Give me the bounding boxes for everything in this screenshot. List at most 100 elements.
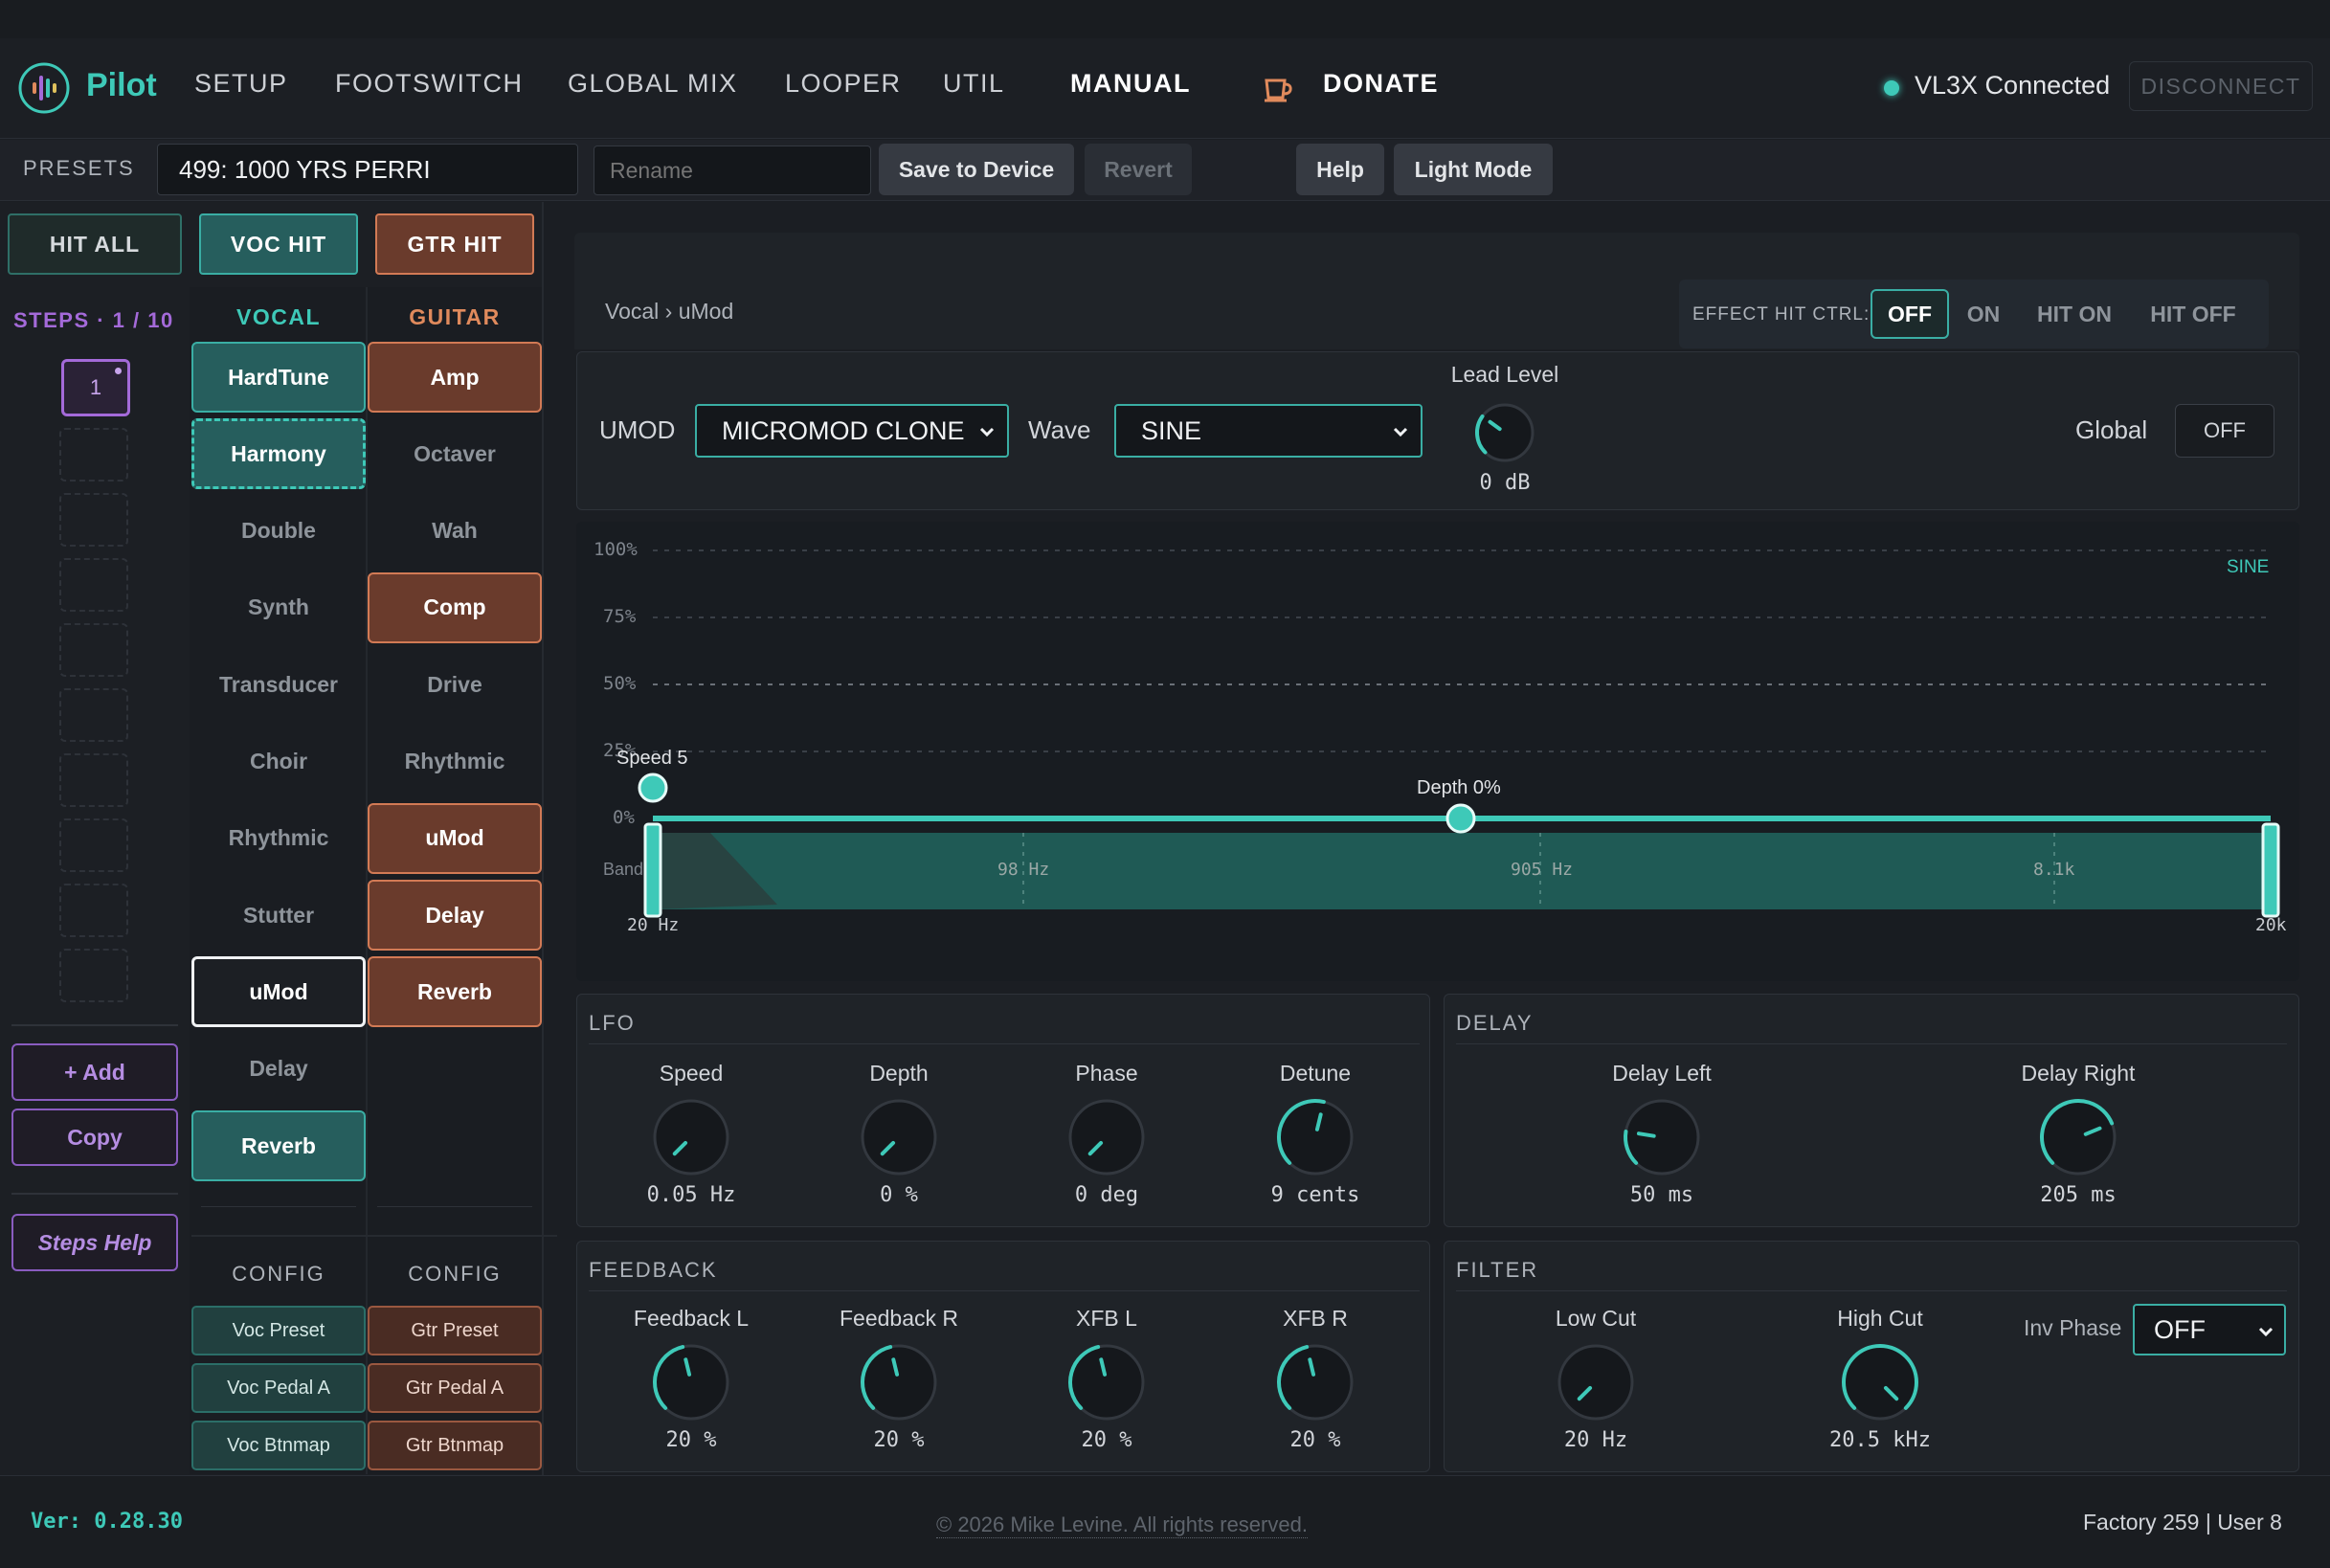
feedback-title: FEEDBACK [589, 1258, 718, 1282]
hit-ctrl-hit-off[interactable]: HIT OFF [2150, 301, 2236, 326]
wave-select[interactable]: SINE [1114, 404, 1423, 458]
vocal-effect-transducer[interactable]: Transducer [219, 671, 338, 697]
feedback-xfb-l-knob[interactable] [1066, 1342, 1147, 1422]
lfo-depth-knob[interactable] [859, 1097, 939, 1177]
tab-util[interactable]: UTIL [943, 69, 1005, 98]
vocal-effect-choir[interactable]: Choir [249, 749, 308, 773]
lfo-detune-value: 9 cents [1270, 1183, 1360, 1207]
vocal-effect-hardtune[interactable]: HardTune [191, 342, 366, 413]
hit-all-button[interactable]: HIT ALL [8, 213, 182, 275]
save-to-device-button[interactable]: Save to Device [879, 144, 1074, 195]
umod-type-value: MICROMOD CLONE [722, 415, 965, 445]
add-step-button[interactable]: + Add [11, 1043, 178, 1101]
umod-type-select[interactable]: MICROMOD CLONE [695, 404, 1009, 458]
vocal-effect-synth[interactable]: Synth [248, 594, 309, 620]
lfo-title: LFO [589, 1011, 636, 1035]
feedback-feedback-r-knob[interactable] [859, 1342, 939, 1422]
guitar-effect-umod[interactable]: uMod [368, 802, 542, 874]
delay-title: DELAY [1456, 1011, 1534, 1035]
revert-button[interactable]: Revert [1085, 144, 1192, 195]
vocal-effect-rhythmic[interactable]: Rhythmic [228, 825, 329, 851]
speed-handle [638, 773, 668, 803]
hit-ctrl-hit-on[interactable]: HIT ON [2037, 301, 2112, 326]
light-mode-button[interactable]: Light Mode [1394, 144, 1553, 195]
step-slot[interactable] [59, 688, 128, 742]
wave-graph-label: SINE [2227, 557, 2270, 577]
guitar-effect-octaver[interactable]: Octaver [414, 440, 496, 466]
lfo-detune-knob[interactable] [1275, 1097, 1355, 1177]
gtr-preset-button[interactable]: Gtr Preset [368, 1306, 542, 1355]
voc-pedal-a-button[interactable]: Voc Pedal A [191, 1363, 366, 1413]
feedback-xfb-r-knob[interactable] [1275, 1342, 1355, 1422]
guitar-effect-delay[interactable]: Delay [368, 880, 542, 952]
step-slot[interactable] [59, 558, 128, 612]
filter-low-cut-knob[interactable] [1556, 1342, 1636, 1422]
feedback-xfb-l-label: XFB L [1076, 1306, 1137, 1331]
guitar-effect-amp[interactable]: Amp [368, 342, 542, 413]
hit-ctrl-on[interactable]: ON [1966, 301, 2001, 326]
vocal-effect-umod[interactable]: uMod [191, 956, 366, 1028]
tab-manual[interactable]: MANUAL [1070, 69, 1191, 98]
guitar-effect-drive[interactable]: Drive [427, 671, 482, 697]
lfo-depth-label: Depth [869, 1061, 929, 1086]
gtr-btnmap-button[interactable]: Gtr Btnmap [368, 1421, 542, 1470]
vocal-effect-double[interactable]: Double [241, 518, 316, 544]
guitar-effect-rhythmic[interactable]: Rhythmic [404, 749, 505, 773]
filter-high-cut-label: High Cut [1837, 1306, 1923, 1331]
lfo-speed-label: Speed [659, 1061, 724, 1086]
copyright-text[interactable]: © 2026 Mike Levine. All rights reserved. [936, 1512, 1308, 1538]
speed-handle-label: Speed 5 [616, 748, 688, 769]
vocal-effect-harmony[interactable]: Harmony [191, 418, 366, 490]
gtr-pedal-a-button[interactable]: Gtr Pedal A [368, 1363, 542, 1413]
step-slot[interactable] [59, 428, 128, 482]
disconnect-button[interactable]: DISCONNECT [2129, 61, 2313, 111]
guitar-effect-reverb[interactable]: Reverb [368, 956, 542, 1028]
donate-link[interactable]: DONATE [1323, 69, 1439, 98]
tab-looper[interactable]: LOOPER [785, 69, 902, 98]
hit-ctrl-off[interactable]: OFF [1871, 289, 1949, 339]
global-toggle[interactable]: OFF [2175, 404, 2274, 458]
depth-handle-label: Depth 0% [1417, 777, 1501, 798]
voc-preset-button[interactable]: Voc Preset [191, 1306, 366, 1355]
voc-btnmap-button[interactable]: Voc Btnmap [191, 1421, 366, 1470]
step-slot[interactable] [59, 884, 128, 937]
step-button-1[interactable]: 1 [61, 359, 130, 416]
step-slot[interactable] [59, 623, 128, 677]
chevron-down-icon [976, 419, 997, 449]
voc-hit-button[interactable]: VOC HIT [199, 213, 358, 275]
delay-delay-right-label: Delay Right [2021, 1061, 2136, 1086]
tab-setup[interactable]: SETUP [194, 69, 288, 98]
vocal-effect-reverb[interactable]: Reverb [191, 1110, 366, 1181]
feedback-feedback-l-knob[interactable] [651, 1342, 731, 1422]
delay-delay-right-knob[interactable] [2038, 1097, 2118, 1177]
preset-select[interactable]: 499: 1000 YRS PERRI [157, 144, 578, 195]
guitar-effect-wah[interactable]: Wah [432, 518, 478, 544]
lfo-speed-knob[interactable] [651, 1097, 731, 1177]
steps-help-button[interactable]: Steps Help [11, 1214, 178, 1271]
vocal-effect-delay[interactable]: Delay [249, 1056, 308, 1082]
feedback-xfb-r-value: 20 % [1289, 1428, 1341, 1452]
chevron-down-icon [2255, 1319, 2276, 1349]
step-slot[interactable] [59, 818, 128, 872]
lead-level-label: Lead Level [1450, 362, 1559, 387]
filter-high-cut-knob[interactable] [1840, 1342, 1920, 1422]
feedback-xfb-l-value: 20 % [1081, 1428, 1132, 1452]
freq-label-98hz: 98 Hz [997, 860, 1050, 880]
copy-step-button[interactable]: Copy [11, 1109, 178, 1166]
help-button[interactable]: Help [1296, 144, 1384, 195]
step-slot[interactable] [59, 753, 128, 807]
guitar-effect-comp[interactable]: Comp [368, 571, 542, 643]
gtr-hit-button[interactable]: GTR HIT [375, 213, 534, 275]
rename-input[interactable] [594, 146, 871, 195]
feedback-feedback-r-value: 20 % [873, 1428, 925, 1452]
step-slot[interactable] [59, 949, 128, 1002]
vocal-effect-stutter[interactable]: Stutter [242, 902, 315, 928]
step-slot[interactable] [59, 493, 128, 547]
inv-phase-select[interactable]: OFF [2133, 1304, 2286, 1355]
tab-footswitch[interactable]: FOOTSWITCH [335, 69, 524, 98]
tab-global-mix[interactable]: GLOBAL MIX [568, 69, 738, 98]
delay-delay-left-knob[interactable] [1622, 1097, 1702, 1177]
lead-level-knob[interactable] [1473, 401, 1536, 464]
inv-phase-label: Inv Phase [2024, 1315, 2122, 1340]
lfo-phase-knob[interactable] [1066, 1097, 1147, 1177]
